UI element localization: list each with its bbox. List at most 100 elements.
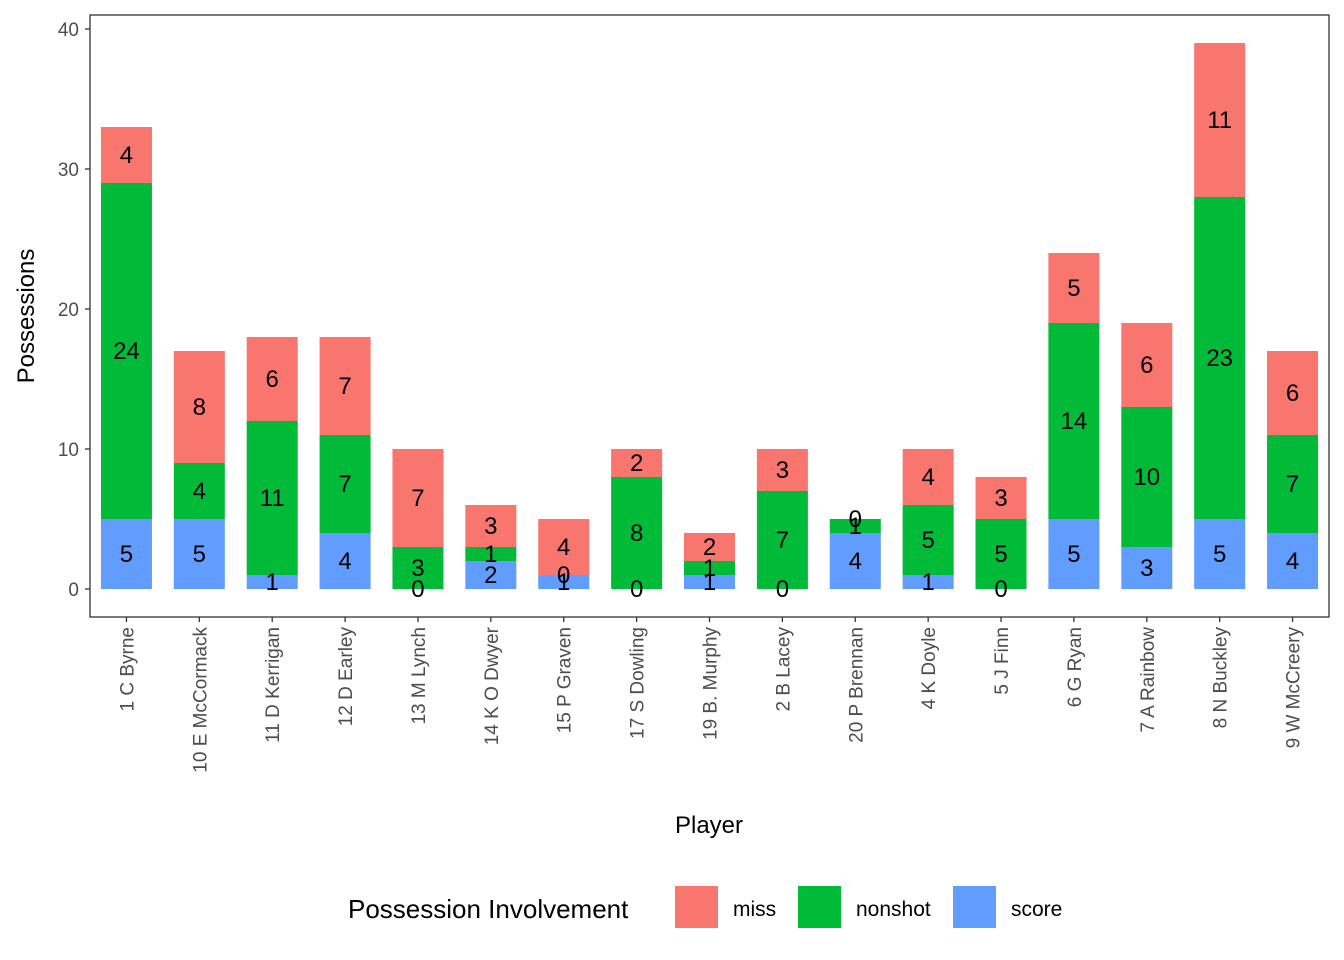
bar-nonshot-9-w-mccreery — [1267, 435, 1319, 533]
bar-label-miss-19-b-murphy: 2 — [703, 534, 716, 561]
bar-label-miss-4-k-doyle: 4 — [921, 464, 934, 491]
x-tick-label-9-w-mccreery: 9 W McCreery — [1284, 627, 1305, 749]
bar-label-miss-11-d-kerrigan: 6 — [266, 366, 279, 393]
bar-label-nonshot-14-k-o-dwyer: 1 — [484, 541, 497, 568]
legend-title: Possession Involvement — [348, 894, 629, 924]
legend-key-nonshot — [798, 886, 841, 928]
x-tick-label-4-k-doyle: 4 K Doyle — [919, 627, 940, 709]
bar-miss-9-w-mccreery — [1267, 351, 1319, 435]
x-tick-label-5-j-finn: 5 J Finn — [992, 627, 1013, 695]
bars-layer — [100, 43, 1319, 589]
bar-miss-5-j-finn — [975, 477, 1027, 519]
bar-label-nonshot-2-b-lacey: 7 — [776, 527, 789, 554]
y-axis-title: Possessions — [13, 249, 40, 384]
bar-nonshot-14-k-o-dwyer — [465, 547, 517, 561]
y-tick-label: 20 — [58, 300, 79, 321]
bar-score-19-b-murphy — [683, 575, 736, 589]
bar-label-score-14-k-o-dwyer: 2 — [484, 562, 497, 589]
bar-nonshot-11-d-kerrigan — [246, 421, 298, 575]
x-tick-label-7-a-rainbow: 7 A Rainbow — [1138, 627, 1159, 733]
bar-nonshot-7-a-rainbow — [1121, 407, 1173, 547]
bar-label-nonshot-7-a-rainbow: 10 — [1133, 464, 1160, 491]
bar-miss-1-c-byrne — [100, 127, 152, 183]
bar-label-miss-9-w-mccreery: 6 — [1286, 380, 1299, 407]
legend: Possession Involvement miss nonshot score — [348, 886, 1062, 928]
legend-key-score — [953, 886, 996, 928]
bar-score-11-d-kerrigan — [246, 575, 298, 589]
x-tick-label-12-d-earley: 12 D Earley — [336, 627, 357, 727]
bar-label-score-17-s-dowling: 0 — [630, 576, 643, 603]
bar-label-score-19-b-murphy: 1 — [703, 569, 716, 596]
bar-miss-15-p-graven — [538, 519, 590, 575]
bar-label-nonshot-20-p-brennan: 1 — [849, 513, 862, 540]
bar-score-12-d-earley — [319, 533, 371, 589]
bar-nonshot-8-n-buckley — [1194, 197, 1246, 519]
bar-miss-13-m-lynch — [392, 449, 444, 547]
bar-label-miss-12-d-earley: 7 — [338, 373, 351, 400]
legend-label-score: score — [1011, 898, 1062, 921]
bar-label-nonshot-8-n-buckley: 23 — [1206, 345, 1233, 372]
bar-label-miss-6-g-ryan: 5 — [1067, 275, 1080, 302]
bar-nonshot-4-k-doyle — [902, 505, 954, 575]
bar-label-score-10-e-mccormack: 5 — [193, 541, 206, 568]
bar-label-miss-15-p-graven: 4 — [557, 534, 570, 561]
x-tick-label-17-s-dowling: 17 S Dowling — [628, 627, 649, 739]
bar-label-nonshot-5-j-finn: 5 — [994, 541, 1007, 568]
bar-miss-11-d-kerrigan — [246, 337, 298, 421]
bar-score-7-a-rainbow — [1121, 547, 1173, 589]
x-tick-label-13-m-lynch: 13 M Lynch — [409, 627, 430, 725]
bar-score-10-e-mccormack — [173, 519, 225, 589]
bar-miss-14-k-o-dwyer — [465, 505, 517, 547]
bar-label-miss-2-b-lacey: 3 — [776, 457, 789, 484]
y-tick-label: 0 — [68, 580, 79, 601]
bar-miss-6-g-ryan — [1048, 253, 1100, 323]
bar-score-6-g-ryan — [1048, 519, 1100, 589]
bar-nonshot-5-j-finn — [975, 519, 1027, 589]
bar-nonshot-1-c-byrne — [100, 183, 152, 519]
x-tick-label-10-e-mccormack: 10 E McCormack — [190, 627, 211, 773]
y-tick-label: 30 — [58, 160, 79, 181]
y-axis: 0 10 20 30 40 — [58, 20, 90, 601]
bar-miss-10-e-mccormack — [173, 351, 225, 463]
bar-label-score-5-j-finn: 0 — [994, 576, 1007, 603]
bar-label-score-7-a-rainbow: 3 — [1140, 555, 1153, 582]
bar-label-miss-10-e-mccormack: 8 — [193, 394, 206, 421]
x-axis-title: Player — [675, 812, 743, 839]
bar-label-miss-20-p-brennan: 0 — [849, 506, 862, 533]
bar-label-miss-14-k-o-dwyer: 3 — [484, 513, 497, 540]
x-tick-label-19-b-murphy: 19 B. Murphy — [701, 627, 722, 740]
bar-score-20-p-brennan — [829, 533, 881, 589]
bar-nonshot-17-s-dowling — [611, 477, 663, 589]
bar-label-miss-13-m-lynch: 7 — [411, 485, 424, 512]
x-tick-label-2-b-lacey: 2 B Lacey — [773, 627, 794, 712]
x-tick-label-6-g-ryan: 6 G Ryan — [1065, 627, 1086, 707]
bar-nonshot-13-m-lynch — [392, 547, 444, 589]
x-axis: 1 C Byrne 10 E McCormack 11 D Kerrigan 12 D… — [117, 617, 1305, 773]
bar-score-9-w-mccreery — [1267, 533, 1319, 589]
bar-miss-2-b-lacey — [756, 449, 808, 491]
bar-label-score-12-d-earley: 4 — [338, 548, 351, 575]
bar-score-15-p-graven — [538, 575, 590, 589]
bar-miss-17-s-dowling — [611, 449, 663, 477]
bar-label-score-6-g-ryan: 5 — [1067, 541, 1080, 568]
bar-nonshot-19-b-murphy — [683, 561, 736, 575]
bar-label-score-8-n-buckley: 5 — [1213, 541, 1226, 568]
bar-label-nonshot-12-d-earley: 7 — [338, 471, 351, 498]
bar-nonshot-20-p-brennan — [829, 519, 881, 533]
bar-score-4-k-doyle — [902, 575, 954, 589]
bar-nonshot-6-g-ryan — [1048, 323, 1100, 519]
legend-label-nonshot: nonshot — [856, 898, 931, 921]
bar-label-miss-17-s-dowling: 2 — [630, 450, 643, 477]
bar-label-score-1-c-byrne: 5 — [120, 541, 133, 568]
x-tick-label-20-p-brennan: 20 P Brennan — [846, 627, 867, 743]
bar-nonshot-2-b-lacey — [756, 491, 808, 589]
bar-label-score-11-d-kerrigan: 1 — [266, 569, 279, 596]
bar-label-nonshot-19-b-murphy: 1 — [703, 555, 716, 582]
bar-label-score-9-w-mccreery: 4 — [1286, 548, 1299, 575]
x-tick-label-8-n-buckley: 8 N Buckley — [1211, 627, 1232, 729]
bar-label-nonshot-9-w-mccreery: 7 — [1286, 471, 1299, 498]
bar-label-score-20-p-brennan: 4 — [849, 548, 862, 575]
bar-miss-8-n-buckley — [1194, 43, 1246, 197]
